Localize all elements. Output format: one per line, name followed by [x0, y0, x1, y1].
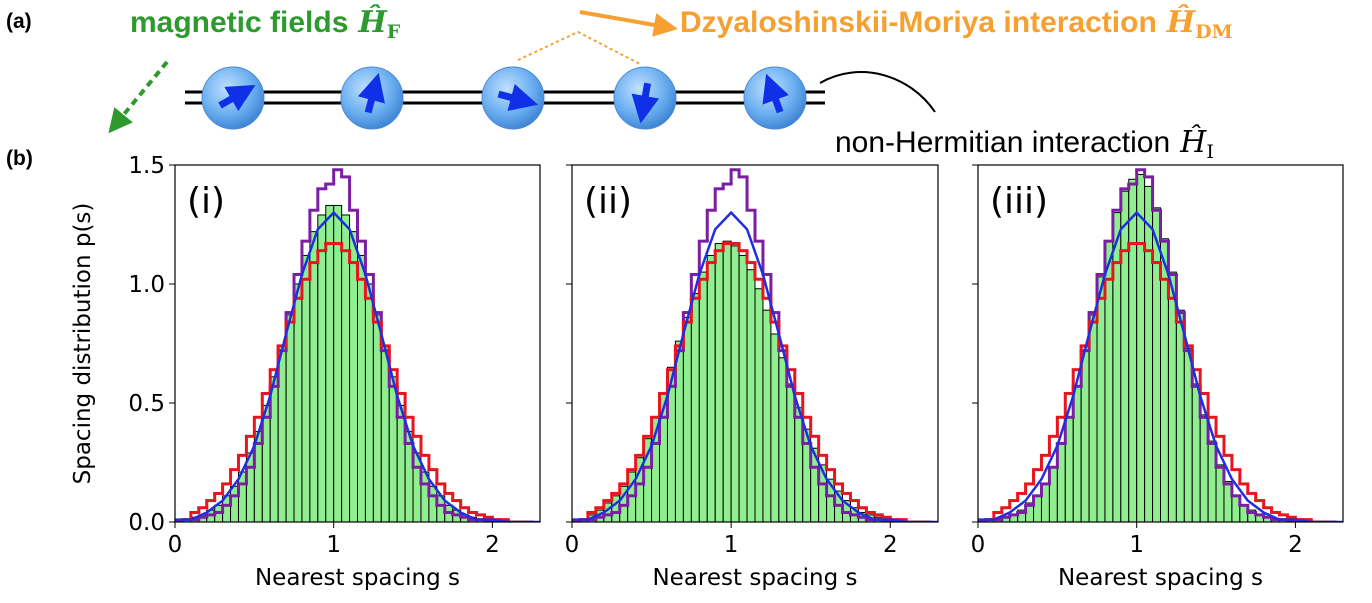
- histogram-bar: [762, 309, 772, 522]
- plot-area: [978, 168, 1343, 522]
- spin-chain-diagram: (a) magnetic fields ĤF Dzyaloshinskii-Mor…: [6, 4, 1233, 170]
- label-text: magnetic fields: [130, 6, 348, 39]
- nh-label: non-Hermitian interaction ĤI: [835, 124, 1214, 163]
- spin-arrow: [762, 73, 789, 114]
- panel-label: (ii): [584, 181, 632, 222]
- histogram-bar: [730, 245, 740, 522]
- chart-panel: 0 1 2 0.0 0.5 1.0 1.5 Nearest spacing s Spacing …: [70, 153, 541, 591]
- axes-frame: [977, 164, 1344, 523]
- x-tick-label: 0: [971, 532, 986, 558]
- label-symbol: Ĥ: [357, 4, 388, 40]
- histogram-bar: [1144, 185, 1154, 522]
- x-tick-label: 2: [883, 532, 898, 558]
- field-label: magnetic fields ĤF: [130, 4, 401, 43]
- x-tick-label: 2: [1288, 532, 1303, 558]
- x-tick-label: 0: [168, 532, 183, 558]
- x-tick-label: 1: [724, 532, 739, 558]
- y-axis-label: Spacing distribution p(s): [70, 203, 96, 485]
- dm-link: [517, 30, 641, 65]
- dm-arrow: [579, 10, 678, 37]
- plot-area: [175, 168, 540, 522]
- label-subscript: DM: [1195, 21, 1233, 43]
- x-tick-label: 0: [565, 532, 580, 558]
- label-subscript: F: [387, 21, 401, 43]
- label-text: non-Hermitian interaction: [835, 126, 1170, 159]
- fit-curve: [175, 210, 540, 522]
- panel-label: (b): [6, 147, 33, 170]
- panel-label: (i): [187, 181, 225, 222]
- x-axis-label: Nearest spacing s: [255, 565, 460, 591]
- label-text: Dzyaloshinskii-Moriya interaction: [680, 6, 1157, 39]
- histogram-bar: [770, 333, 780, 522]
- histogram-bar: [698, 271, 708, 522]
- x-tick-label: 1: [326, 532, 341, 558]
- histogram-bar: [1120, 190, 1130, 522]
- chart-panel: 0 1 2 Nearest spacing s (iii): [971, 164, 1344, 591]
- spin-arrow: [218, 85, 256, 112]
- histogram-bar: [690, 293, 700, 522]
- spin-arrow: [631, 82, 660, 124]
- label-symbol: Ĥ: [1166, 4, 1197, 40]
- y-tick-label: 0.0: [128, 510, 165, 536]
- plot-area: [572, 168, 938, 522]
- histogram-bar: [714, 243, 724, 522]
- axes-frame: [571, 164, 939, 523]
- fit-curve: [572, 210, 938, 522]
- y-tick-label: 0.5: [128, 391, 165, 417]
- histogram-bar: [1128, 178, 1138, 522]
- axes-frame: [174, 164, 541, 523]
- panel-label: (a): [6, 10, 32, 33]
- fit-curve: [978, 210, 1343, 522]
- histogram-bar: [325, 204, 335, 522]
- y-tick-label: 1.5: [128, 153, 165, 179]
- histogram-bar: [706, 254, 716, 522]
- x-axis-label: Nearest spacing s: [1058, 565, 1263, 591]
- x-axis-label: Nearest spacing s: [652, 565, 857, 591]
- histogram-bar: [333, 204, 343, 522]
- field-arrow: [108, 60, 169, 134]
- histogram-bar: [738, 254, 748, 522]
- histogram-bar: [754, 288, 764, 522]
- y-tick-label: 1.0: [128, 272, 165, 298]
- histogram-bar: [746, 269, 756, 522]
- histogram-bar: [722, 240, 732, 522]
- spin-arrow: [497, 83, 539, 112]
- panel-label: (iii): [990, 181, 1048, 222]
- x-tick-label: 2: [485, 532, 500, 558]
- label-subscript: I: [1206, 141, 1214, 163]
- chart-panel: 0 1 2 Nearest spacing s (ii): [565, 164, 939, 591]
- x-tick-label: 1: [1129, 532, 1144, 558]
- dm-label: Dzyaloshinskii-Moriya interaction ĤDM: [680, 4, 1233, 43]
- histogram-bar: [1136, 174, 1146, 522]
- nh-link: [819, 71, 936, 113]
- spin-arrow: [357, 72, 386, 114]
- label-symbol: Ĥ: [1179, 124, 1207, 160]
